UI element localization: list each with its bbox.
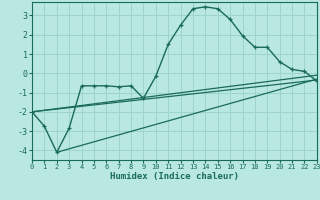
X-axis label: Humidex (Indice chaleur): Humidex (Indice chaleur) [110, 172, 239, 181]
